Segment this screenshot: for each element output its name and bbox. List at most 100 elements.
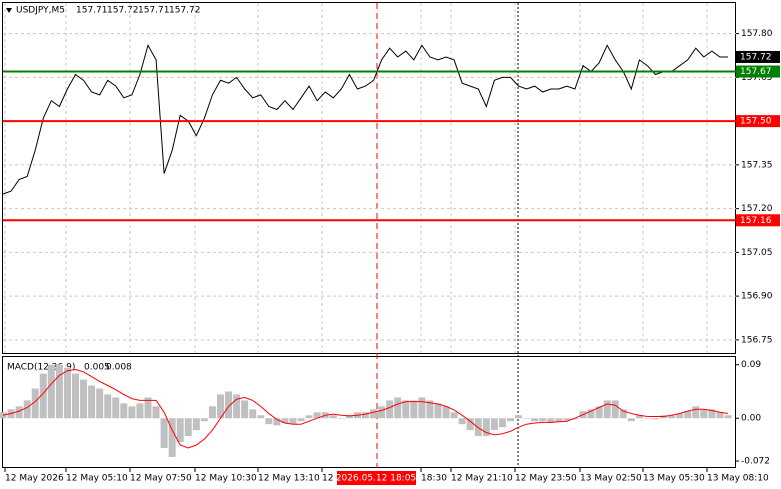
x-tick-label: 12 May 05:10 xyxy=(66,474,128,484)
histogram-bar xyxy=(120,403,128,419)
histogram-bar xyxy=(80,379,88,419)
y-tick-label: 0.09 xyxy=(741,360,761,370)
x-tick-label: 12 May 23:50 xyxy=(515,474,577,484)
histogram-bar xyxy=(458,418,466,425)
y-tick-label: 157.05 xyxy=(741,248,773,258)
low: 157.71 xyxy=(138,6,170,16)
histogram-bar xyxy=(418,397,426,419)
histogram-bar xyxy=(233,394,241,419)
histogram-bar xyxy=(716,412,724,419)
histogram-bar xyxy=(289,418,297,425)
histogram-bar xyxy=(15,406,23,419)
histogram-bar xyxy=(708,409,716,419)
high: 157.72 xyxy=(107,6,139,16)
histogram-bar xyxy=(426,400,434,419)
histogram-bar xyxy=(378,406,386,419)
signal-value: 0.008 xyxy=(106,363,132,373)
histogram-bar xyxy=(88,385,96,419)
histogram-bar xyxy=(627,418,635,422)
histogram-bar xyxy=(55,364,63,419)
histogram-bar xyxy=(466,418,474,431)
histogram-bar xyxy=(498,418,506,428)
histogram-bar xyxy=(305,415,313,419)
histogram-bar xyxy=(128,406,136,419)
y-tick-label: 157.20 xyxy=(741,204,773,214)
histogram-bar xyxy=(217,394,224,419)
x-tick-label: 13 May 08:10 xyxy=(707,474,769,484)
level-label-box xyxy=(736,115,780,128)
histogram-bar xyxy=(482,418,490,437)
histogram-bar xyxy=(329,415,337,419)
histogram-bar xyxy=(571,418,579,420)
histogram-bar xyxy=(587,409,595,419)
histogram-bar xyxy=(563,418,571,421)
histogram-bar xyxy=(31,388,39,419)
histogram-bar xyxy=(265,418,273,425)
histogram-bar xyxy=(208,406,216,419)
level-label-box xyxy=(736,65,780,78)
histogram-bar xyxy=(547,418,555,423)
histogram-bar xyxy=(692,406,700,419)
histogram-bar xyxy=(136,403,144,419)
histogram-bar xyxy=(63,367,71,419)
level-label: 157.50 xyxy=(740,117,772,127)
main-frame xyxy=(2,2,736,354)
histogram-bar xyxy=(676,413,684,419)
y-tick-label: 157.65 xyxy=(741,73,773,83)
cursor-label: 2026.05.12 18:05 xyxy=(336,474,416,484)
histogram-bar xyxy=(555,418,563,422)
signal-line xyxy=(2,368,729,449)
histogram-bar xyxy=(643,418,651,419)
histogram-bar xyxy=(515,415,523,419)
histogram-bar xyxy=(595,406,603,419)
histogram-bar xyxy=(200,418,208,422)
macd-title: MACD(12,26,9) xyxy=(7,363,75,373)
macd-value: 0.005 xyxy=(84,363,110,373)
price-line xyxy=(2,43,728,195)
x-tick-label: 12 May 07:50 xyxy=(130,474,192,484)
close: 157.72 xyxy=(169,6,201,16)
histogram-bar xyxy=(168,418,176,457)
histogram-bar xyxy=(434,403,442,419)
histogram-bar xyxy=(450,412,458,419)
x-tick-label: 12 May 13:10 xyxy=(258,474,320,484)
histogram-bar xyxy=(724,415,732,419)
x-tick-label: 12 May 2026 xyxy=(5,474,64,484)
histogram-bar xyxy=(370,409,378,419)
x-tick-label: 12 May 21:10 xyxy=(451,474,513,484)
histogram-bar xyxy=(96,388,104,419)
level-label: 157.16 xyxy=(740,216,772,226)
histogram-bar xyxy=(394,397,402,419)
menu-arrow xyxy=(6,8,12,13)
histogram-bar xyxy=(249,409,257,419)
level-label-box xyxy=(736,214,780,227)
histogram-bar xyxy=(410,400,418,419)
y-tick-label: 157.35 xyxy=(741,160,773,170)
x-tick-label: 18:30 xyxy=(421,474,447,484)
histogram-bar xyxy=(386,400,394,419)
histogram-bar xyxy=(611,400,619,419)
histogram-bar xyxy=(442,406,450,419)
histogram-bar xyxy=(176,418,184,443)
histogram-bar xyxy=(652,418,659,420)
x-tick-label: 12 xyxy=(322,474,333,484)
price-label-box xyxy=(736,50,780,63)
x-tick-label: 12 May 10:30 xyxy=(195,474,257,484)
y-tick-label: 157.80 xyxy=(741,29,773,39)
y-tick-label: 0.00 xyxy=(741,414,761,424)
histogram-bar xyxy=(523,418,531,419)
histogram-bar xyxy=(23,400,31,419)
histogram-bar xyxy=(192,418,200,431)
histogram-bar xyxy=(273,418,281,426)
level-label: 157.67 xyxy=(740,67,772,77)
histogram-bar xyxy=(490,418,498,431)
histogram-bar xyxy=(619,409,627,419)
x-tick-label: 13 May 02:50 xyxy=(580,474,642,484)
histogram-bar xyxy=(539,418,547,422)
histogram-bar xyxy=(337,418,345,419)
histogram-bar xyxy=(635,415,643,419)
y-tick-label: 156.75 xyxy=(741,335,773,345)
histogram-bar xyxy=(531,418,539,422)
histogram-bar xyxy=(313,412,321,419)
